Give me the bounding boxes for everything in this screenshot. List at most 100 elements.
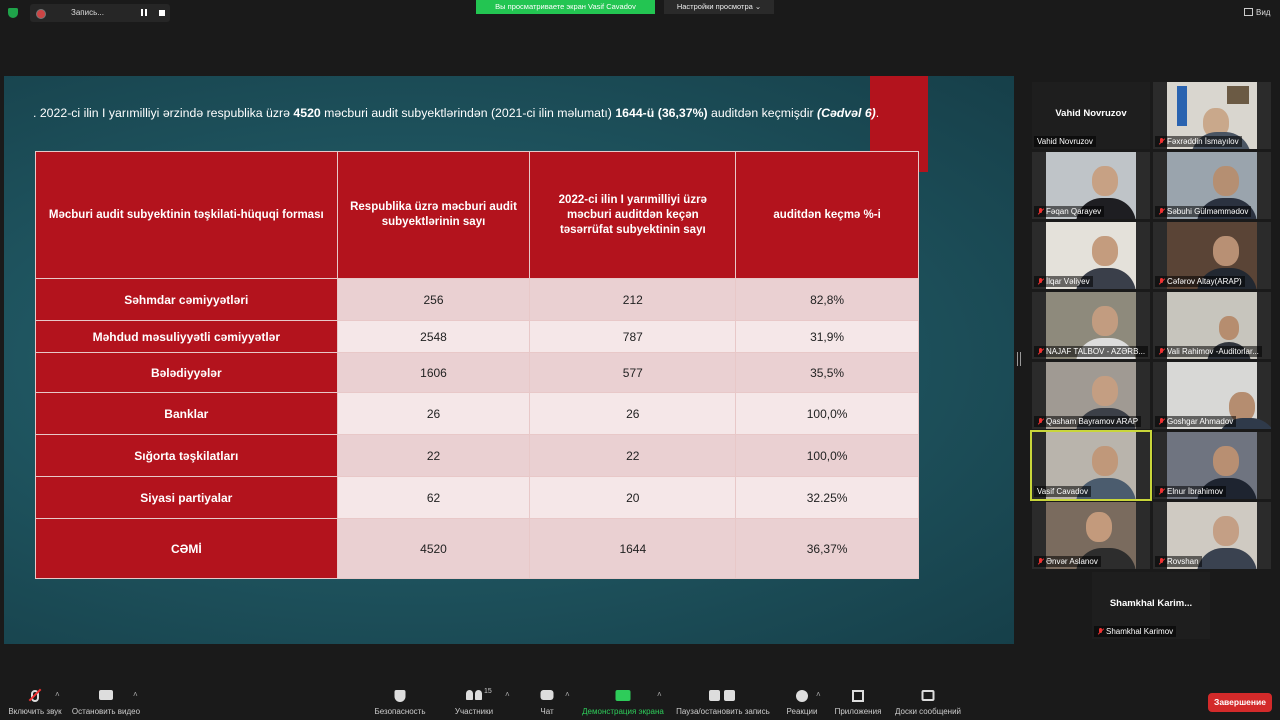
unmute-button[interactable]: Включить звук xyxy=(0,680,70,720)
encryption-shield-icon[interactable] xyxy=(8,8,18,18)
participant-tile[interactable]: Səbuhi Gülməmmədov xyxy=(1153,152,1271,219)
cell-percent: 35,5% xyxy=(735,352,919,393)
participants-button[interactable]: 15 Участники xyxy=(448,680,500,720)
stop-video-label: Остановить видео xyxy=(71,707,141,716)
muted-mic-icon xyxy=(1158,418,1165,425)
muted-mic-icon xyxy=(1037,208,1044,215)
viewing-share-banner: Вы просматриваете экран Vasif Cavadov xyxy=(476,0,655,14)
view-settings-dropdown[interactable]: Настройки просмотра ⌄ xyxy=(664,0,774,14)
slide-intro-text: . 2022-ci ilin I yarımilliyi ərzində res… xyxy=(33,106,880,120)
participants-label: Участники xyxy=(454,707,494,716)
row-label: Bələdiyyələr xyxy=(35,352,338,393)
cell-passed: 212 xyxy=(529,278,737,321)
participant-head xyxy=(1213,516,1239,546)
pause-recording-icon[interactable] xyxy=(141,9,147,16)
participant-name: Vali Rahimov -Auditorlar... xyxy=(1155,346,1262,357)
participant-name: Vahid Novruzov xyxy=(1034,136,1096,147)
whiteboard-icon xyxy=(921,690,935,701)
cell-percent: 32.25% xyxy=(735,476,919,519)
cell-total: 2548 xyxy=(336,320,531,353)
table-row: Məhdud məsuliyyətli cəmiyyətlər 2548 787… xyxy=(35,320,919,353)
video-options-caret[interactable]: ˄ xyxy=(133,680,143,720)
share-screen-label: Демонстрация экрана xyxy=(582,707,664,716)
panel-splitter-handle[interactable] xyxy=(1017,352,1021,366)
end-meeting-button[interactable]: Завершение xyxy=(1208,693,1272,712)
participant-tile[interactable]: Vahid Novruzov Vahid Novruzov xyxy=(1032,82,1150,149)
recording-dot-icon xyxy=(36,9,46,19)
participant-tile[interactable]: Qasham Bayramov ARAP xyxy=(1032,362,1150,429)
shared-screen-slide: . 2022-ci ilin I yarımilliyi ərzində res… xyxy=(4,76,1014,644)
chat-button[interactable]: Чат xyxy=(530,680,564,720)
meeting-toolbar: Включить звук ˄ Остановить видео ˄ Безоп… xyxy=(0,680,1280,720)
column-header: Respublika üzrə məcburi audit subyektlər… xyxy=(336,151,531,279)
participant-head xyxy=(1213,236,1239,266)
participant-head xyxy=(1213,166,1239,196)
view-button[interactable]: Вид xyxy=(1244,8,1270,17)
participant-name: Ənvər Aslanov xyxy=(1034,556,1101,567)
participant-tile[interactable]: İlqar Vəliyev xyxy=(1032,222,1150,289)
participant-tile[interactable]: Elnur İbrahimov xyxy=(1153,432,1271,499)
whiteboards-label: Доски сообщений xyxy=(894,707,961,716)
cell-passed: 577 xyxy=(529,352,737,393)
participant-tile-active-speaker[interactable]: Vasif Cavadov xyxy=(1030,430,1152,501)
participant-big-name: Shamkhal Karim... xyxy=(1109,598,1193,609)
cell-passed: 20 xyxy=(529,476,737,519)
cell-passed: 1644 xyxy=(529,518,737,579)
participant-tile[interactable]: Goshgar Ahmadov xyxy=(1153,362,1271,429)
table-row: Sığorta təşkilatları 22 22 100,0% xyxy=(35,434,919,477)
muted-mic-icon xyxy=(1158,488,1165,495)
participant-name: Səbuhi Gülməmmədov xyxy=(1155,206,1252,217)
share-screen-icon xyxy=(615,690,631,701)
participant-tile[interactable]: Shamkhal Karim... Shamkhal Karimov xyxy=(1092,572,1210,639)
participant-tile[interactable]: Ənvər Aslanov xyxy=(1032,502,1150,569)
cell-percent: 31,9% xyxy=(735,320,919,353)
participant-tile[interactable]: Rovshan xyxy=(1153,502,1271,569)
row-label: Banklar xyxy=(35,392,338,435)
participants-options-caret[interactable]: ˄ xyxy=(505,680,515,720)
muted-mic-icon xyxy=(1158,208,1165,215)
reactions-button[interactable]: Реакции xyxy=(784,680,820,720)
stop-video-button[interactable]: Остановить видео xyxy=(70,680,142,720)
participant-tile[interactable]: NAJAF TALBOV - AZƏRB... xyxy=(1032,292,1150,359)
stop-recording-icon[interactable] xyxy=(159,10,165,16)
audio-options-caret[interactable]: ˄ xyxy=(55,680,65,720)
participant-name: Vasif Cavadov xyxy=(1034,486,1091,497)
participant-body xyxy=(1217,418,1271,429)
pause-stop-recording-button[interactable]: Пауза/остановить запись xyxy=(674,680,772,720)
row-label: CƏMİ xyxy=(35,518,338,579)
table-header-row: Məcburi audit subyektinin təşkilati-hüqu… xyxy=(35,151,919,279)
security-button[interactable]: Безопасность xyxy=(368,680,432,720)
participant-tile[interactable]: Fəqan Qarayev xyxy=(1032,152,1150,219)
share-screen-button[interactable]: Демонстрация экрана xyxy=(580,680,666,720)
chevron-up-icon: ˄ xyxy=(816,690,821,699)
participant-video xyxy=(1046,432,1136,499)
participant-tile[interactable]: Cəfərov Altay(ARAP) xyxy=(1153,222,1271,289)
participants-icon xyxy=(466,690,482,700)
participants-count: 15 xyxy=(484,688,492,695)
muted-mic-icon xyxy=(1037,418,1044,425)
share-options-caret[interactable]: ˄ xyxy=(657,680,667,720)
chevron-up-icon: ˄ xyxy=(565,690,570,699)
muted-mic-icon xyxy=(1037,278,1044,285)
chevron-up-icon: ˄ xyxy=(657,690,662,699)
audit-table: Məcburi audit subyektinin təşkilati-hüqu… xyxy=(35,151,919,579)
pause-stop-icon xyxy=(708,690,738,701)
participant-tile[interactable]: Fəxrəddin İsmayılov xyxy=(1153,82,1271,149)
whiteboards-button[interactable]: Доски сообщений xyxy=(892,680,964,720)
column-header: 2022-ci ilin I yarımilliyi üzrə məcburi … xyxy=(529,151,737,279)
chat-label: Чат xyxy=(540,707,554,716)
flag-icon xyxy=(1177,86,1187,126)
unmute-label: Включить звук xyxy=(8,707,62,716)
reactions-options-caret[interactable]: ˄ xyxy=(816,680,826,720)
chat-options-caret[interactable]: ˄ xyxy=(565,680,575,720)
apps-button[interactable]: Приложения xyxy=(832,680,884,720)
table-row: Siyasi partiyalar 62 20 32.25% xyxy=(35,476,919,519)
table-row: Bələdiyyələr 1606 577 35,5% xyxy=(35,352,919,393)
muted-mic-icon xyxy=(1158,348,1165,355)
participant-head xyxy=(1092,306,1118,336)
row-label: Siyasi partiyalar xyxy=(35,476,338,519)
participant-name: Fəxrəddin İsmayılov xyxy=(1155,136,1242,147)
participant-tile[interactable]: Vali Rahimov -Auditorlar... xyxy=(1153,292,1271,359)
recording-indicator xyxy=(30,4,170,22)
chevron-up-icon: ˄ xyxy=(505,690,510,699)
